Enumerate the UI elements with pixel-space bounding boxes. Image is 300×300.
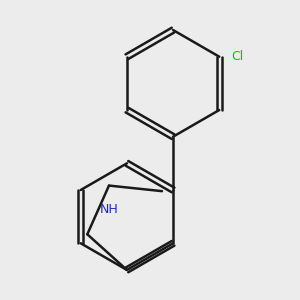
Text: NH: NH [100, 203, 118, 216]
Text: Cl: Cl [231, 50, 243, 63]
